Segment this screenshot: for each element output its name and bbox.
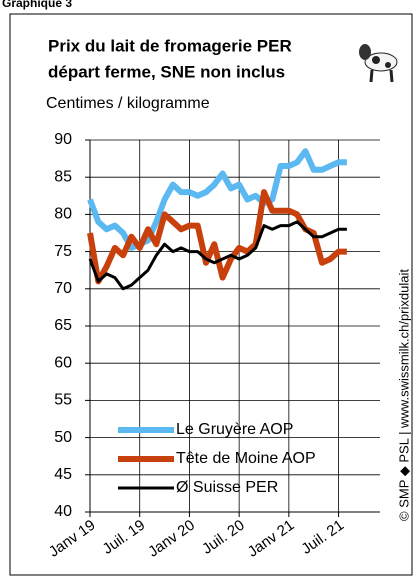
chart-title: Prix du lait de fromagerie PER bbox=[48, 36, 292, 55]
legend-label: Le Gruyère AOP bbox=[176, 421, 293, 438]
legend-label: Ø Suisse PER bbox=[176, 479, 278, 496]
y-tick-label: 55 bbox=[54, 392, 72, 409]
cow-icon bbox=[359, 44, 398, 83]
chart-frame bbox=[9, 13, 413, 576]
y-tick-label: 70 bbox=[54, 280, 72, 297]
legend-label: Tête de Moine AOP bbox=[176, 450, 316, 467]
y-tick-label: 75 bbox=[54, 243, 72, 260]
y-tick-label: 65 bbox=[54, 317, 72, 334]
chart-label: Graphique 3 bbox=[2, 0, 72, 10]
chart-title: départ ferme, SNE non inclus bbox=[48, 62, 285, 81]
y-tick-label: 80 bbox=[54, 206, 72, 223]
y-tick-label: 50 bbox=[54, 429, 72, 446]
series-line bbox=[88, 220, 347, 291]
series-line bbox=[87, 148, 347, 251]
chart-subtitle: Centimes / kilogramme bbox=[46, 95, 210, 112]
y-tick-label: 85 bbox=[54, 168, 72, 185]
y-tick-label: 45 bbox=[54, 466, 72, 483]
y-tick-label: 40 bbox=[54, 503, 72, 520]
y-tick-label: 60 bbox=[54, 354, 72, 371]
source-note: © SMP ◆ PSL | www.swissmilk.ch/prixdulai… bbox=[396, 269, 411, 521]
y-tick-label: 90 bbox=[54, 131, 72, 148]
